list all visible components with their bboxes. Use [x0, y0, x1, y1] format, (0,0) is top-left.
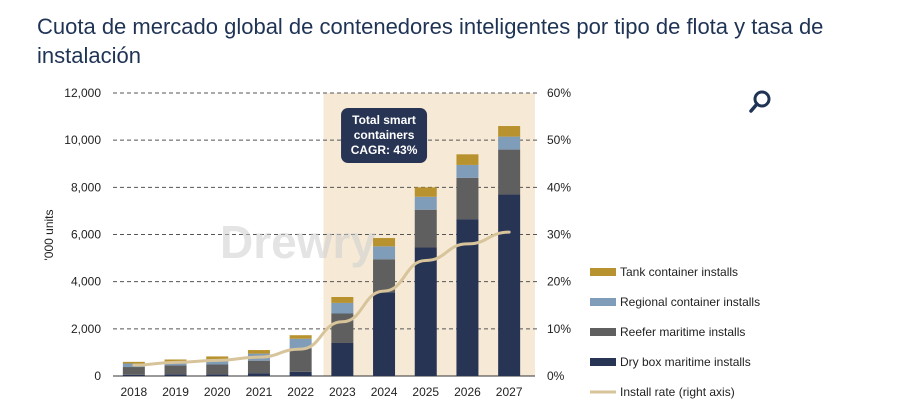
x-tick-label: 2020	[204, 385, 231, 399]
bar-segment	[247, 373, 270, 376]
bar-segment	[164, 359, 187, 362]
bar-segment	[247, 350, 270, 354]
x-tick-label: 2019	[162, 385, 189, 399]
x-tick-label: 2025	[412, 385, 439, 399]
x-tick-label: 2023	[329, 385, 356, 399]
y-left-tick-label: 6,000	[71, 228, 101, 242]
legend-label: Dry box maritime installs	[620, 355, 751, 369]
bar-segment	[456, 219, 479, 376]
bar-segment	[206, 364, 229, 375]
x-tick-label: 2021	[246, 385, 273, 399]
bar-segment	[498, 126, 521, 137]
bar-segment	[414, 247, 437, 376]
bar-segment	[122, 367, 145, 375]
install-rate-line	[132, 230, 511, 367]
bar-segment	[122, 374, 145, 376]
x-tick-label: 2027	[496, 385, 523, 399]
y-right-tick-label: 30%	[547, 228, 571, 242]
y-right-tick-label: 50%	[547, 133, 571, 147]
bar-segment	[289, 335, 312, 339]
drewry-watermark: Drewry	[220, 216, 376, 268]
bar-segment	[456, 164, 479, 178]
legend-swatch	[590, 328, 616, 336]
legend-label: Reefer maritime installs	[620, 325, 745, 339]
y-left-tick-label: 4,000	[71, 275, 101, 289]
x-tick-label: 2018	[120, 385, 147, 399]
y-right-tick-label: 0%	[547, 369, 565, 383]
bar-segment	[206, 356, 229, 360]
bar-segment	[456, 154, 479, 165]
bar-segment	[122, 361, 145, 364]
y-left-tick-label: 0	[94, 369, 101, 383]
bar-segment	[373, 246, 396, 260]
bar-segment	[164, 374, 187, 376]
y-left-axis-label: '000 units	[42, 210, 56, 261]
y-left-tick-label: 10,000	[64, 133, 101, 147]
bar-segment	[289, 348, 312, 372]
x-tick-label: 2024	[371, 385, 398, 399]
cagr-annotation-box	[341, 108, 428, 163]
bar-segment	[206, 374, 229, 376]
legend-label: Regional container installs	[620, 295, 760, 309]
bar-segment	[164, 365, 187, 375]
legend-swatch	[590, 268, 616, 276]
bar-segment	[289, 371, 312, 376]
bar-segment	[247, 360, 270, 374]
cagr-annotation-text: CAGR: 43%	[351, 143, 418, 157]
bar-segment	[289, 338, 312, 349]
bar-segment	[414, 187, 437, 197]
bar-segment	[331, 342, 354, 376]
x-tick-label: 2026	[454, 385, 481, 399]
y-left-tick-label: 8,000	[71, 180, 101, 194]
bar-segment	[498, 136, 521, 150]
bar-segment	[456, 177, 479, 220]
bar-segment	[331, 302, 354, 314]
y-right-tick-label: 20%	[547, 275, 571, 289]
chart-title: Cuota de mercado global de contenedores …	[37, 14, 824, 68]
bar-segment	[414, 209, 437, 248]
bar-segment	[498, 149, 521, 195]
bar-segment	[414, 196, 437, 210]
legend-label: Install rate (right axis)	[620, 385, 735, 399]
bar-segment	[373, 259, 396, 293]
legend-label: Tank container installs	[620, 265, 738, 279]
y-right-tick-label: 60%	[547, 86, 571, 100]
legend-swatch	[590, 298, 616, 306]
magnifier-icon	[749, 90, 771, 113]
x-tick-label: 2022	[287, 385, 314, 399]
search-button[interactable]	[740, 84, 780, 120]
bar-segment	[373, 292, 396, 376]
bar-segment	[331, 313, 354, 343]
bar-segment	[498, 194, 521, 376]
cagr-annotation-text: containers	[354, 128, 415, 142]
y-right-tick-label: 40%	[547, 180, 571, 194]
y-left-tick-label: 12,000	[64, 86, 101, 100]
y-left-tick-label: 2,000	[71, 322, 101, 336]
legend-swatch	[590, 358, 616, 366]
cagr-annotation-text: Total smart	[352, 113, 416, 127]
bar-segment	[331, 296, 354, 303]
y-right-tick-label: 10%	[547, 322, 571, 336]
bar-segment	[373, 238, 396, 247]
